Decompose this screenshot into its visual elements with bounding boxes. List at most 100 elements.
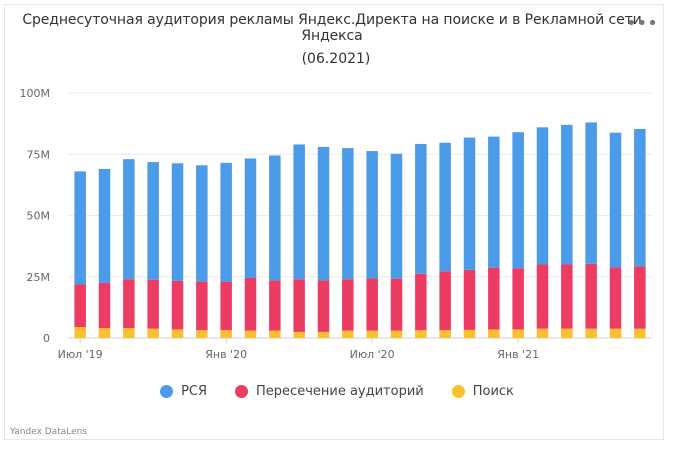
bar-segment bbox=[488, 329, 500, 338]
bar-segment bbox=[366, 151, 378, 279]
bar-segment bbox=[512, 268, 524, 330]
bar-segment bbox=[634, 266, 646, 329]
bar-segment bbox=[609, 328, 622, 338]
chart-card bbox=[4, 4, 664, 440]
bar-segment bbox=[415, 330, 427, 338]
bar-segment bbox=[147, 279, 159, 329]
x-axis-ticks: Июл '19 Янв '20 Июл '20 Янв '21 bbox=[58, 338, 539, 361]
x-tick-label: Июл '19 bbox=[58, 348, 103, 361]
y-tick-label: 50M bbox=[27, 210, 51, 223]
bar-segment bbox=[585, 122, 597, 264]
bar-segment bbox=[317, 280, 330, 332]
bar-segment bbox=[317, 146, 330, 281]
bar-segment bbox=[123, 328, 135, 338]
bar-segment bbox=[293, 144, 305, 280]
bar-segment bbox=[609, 267, 622, 329]
bar-segment bbox=[342, 330, 354, 338]
bar-segment bbox=[415, 273, 427, 331]
legend-item-overlap[interactable]: Пересечение аудиторий bbox=[235, 381, 424, 401]
bar-segment bbox=[220, 162, 232, 282]
legend-label-search: Поиск bbox=[472, 383, 514, 399]
legend-swatch-rsya bbox=[160, 384, 174, 398]
bar-segment bbox=[220, 330, 232, 338]
gridlines bbox=[68, 92, 652, 339]
bar-segment bbox=[342, 279, 354, 331]
bar-segment bbox=[171, 329, 184, 338]
bar-segment bbox=[244, 158, 257, 278]
bar-segment bbox=[293, 279, 305, 332]
x-tick-label: Июл '20 bbox=[350, 348, 395, 361]
bar-segment bbox=[196, 281, 208, 331]
bar-segment bbox=[147, 162, 159, 280]
legend-swatch-overlap bbox=[235, 384, 249, 398]
legend-label-overlap: Пересечение аудиторий bbox=[256, 383, 424, 399]
bar-segment bbox=[317, 331, 330, 338]
bar-segment bbox=[171, 163, 184, 281]
legend: РСЯ Пересечение аудиторий Поиск bbox=[0, 381, 674, 401]
bar-segment bbox=[561, 124, 573, 265]
bar-segment bbox=[585, 328, 597, 338]
bar-segment bbox=[196, 330, 208, 338]
y-tick-label: 75M bbox=[27, 148, 51, 161]
bar-segment bbox=[488, 267, 500, 330]
legend-item-rsya[interactable]: РСЯ bbox=[160, 381, 207, 401]
more-options-icon[interactable]: ••• bbox=[626, 13, 658, 34]
legend-swatch-search bbox=[451, 384, 465, 398]
bar-segment bbox=[390, 278, 403, 331]
bar-segment bbox=[74, 326, 86, 338]
bar-segment bbox=[488, 136, 500, 268]
bar-segment bbox=[269, 155, 281, 281]
bar-segment bbox=[366, 278, 378, 331]
bar-segment bbox=[269, 280, 281, 331]
bar-segment bbox=[74, 284, 86, 327]
bar-segment bbox=[390, 330, 403, 338]
bar-segment bbox=[74, 171, 86, 285]
bar-segment bbox=[634, 129, 646, 267]
bar-segment bbox=[342, 148, 354, 280]
y-tick-label: 100M bbox=[20, 87, 51, 100]
legend-label-rsya: РСЯ bbox=[181, 383, 208, 399]
bar-segment bbox=[123, 279, 135, 329]
x-tick-label: Янв '21 bbox=[497, 348, 539, 361]
bar-segment bbox=[463, 329, 476, 338]
bar-segment bbox=[561, 264, 573, 329]
bars bbox=[74, 122, 646, 338]
bar-segment bbox=[171, 280, 184, 330]
bar-segment bbox=[634, 328, 646, 338]
bar-segment bbox=[512, 329, 524, 338]
bar-segment bbox=[536, 264, 549, 329]
bar-segment bbox=[244, 277, 257, 331]
chart-title: Среднесуточная аудитория рекламы Яндекс.… bbox=[22, 12, 642, 44]
y-axis-ticks: 0 25M 50M 75M 100M bbox=[20, 87, 51, 345]
bar-segment bbox=[439, 142, 451, 272]
bar-segment bbox=[439, 271, 451, 331]
datalens-watermark: Yandex DataLens bbox=[10, 427, 88, 437]
bar-segment bbox=[147, 328, 159, 338]
legend-item-search[interactable]: Поиск bbox=[451, 381, 514, 401]
bar-segment bbox=[609, 132, 622, 268]
y-tick-label: 25M bbox=[27, 271, 51, 284]
bar-segment bbox=[463, 137, 476, 270]
bar-segment bbox=[415, 143, 427, 274]
bar-segment bbox=[98, 328, 111, 338]
bar-segment bbox=[512, 132, 524, 269]
bar-segment bbox=[220, 281, 232, 331]
y-tick-label: 0 bbox=[43, 332, 50, 345]
bar-segment bbox=[196, 165, 208, 282]
bar-segment bbox=[269, 330, 281, 338]
bar-segment bbox=[439, 330, 451, 338]
bar-segment bbox=[561, 328, 573, 338]
bar-segment bbox=[123, 159, 135, 280]
bar-segment bbox=[585, 263, 597, 329]
bar-segment bbox=[390, 153, 403, 279]
bar-segment bbox=[536, 328, 549, 338]
bar-segment bbox=[98, 168, 111, 283]
bar-segment bbox=[463, 269, 476, 330]
bar-segment bbox=[244, 330, 257, 338]
bar-segment bbox=[366, 330, 378, 338]
bar-segment bbox=[536, 127, 549, 265]
bar-segment bbox=[98, 282, 111, 329]
x-tick-label: Янв '20 bbox=[205, 348, 247, 361]
bar-segment bbox=[293, 331, 305, 338]
